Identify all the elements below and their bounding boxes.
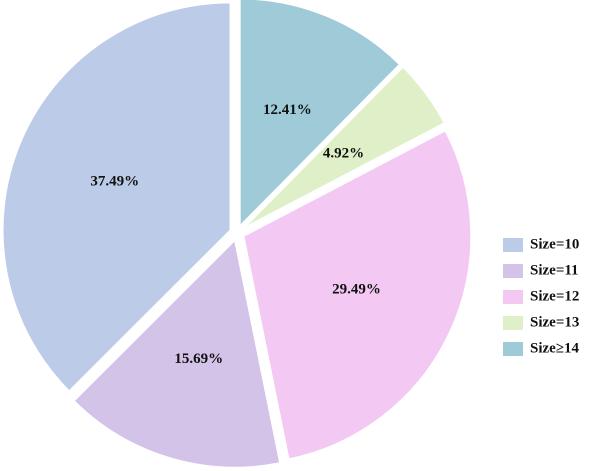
legend-label: Size=12: [530, 288, 579, 304]
value-label: 29.49%: [332, 281, 381, 297]
legend-label: Size=10: [530, 236, 579, 252]
pie-slice: [241, 65, 447, 230]
pie-slice: [242, 128, 473, 461]
legend-swatch: [503, 264, 523, 278]
value-label: 12.41%: [263, 102, 312, 118]
value-label: 15.69%: [174, 351, 223, 367]
legend-swatch: [503, 342, 523, 356]
legend-label: Size≥14: [530, 340, 580, 356]
legend-swatch: [503, 316, 523, 330]
pie-slice: [238, 0, 402, 229]
legend-label: Size=13: [530, 314, 579, 330]
legend-label: Size=11: [530, 262, 579, 278]
pie-slice: [72, 237, 282, 469]
pie-slice: [1, 1, 232, 393]
legend-swatch: [503, 238, 523, 252]
legend-swatch: [503, 290, 523, 304]
value-label: 37.49%: [90, 174, 139, 190]
value-label: 4.92%: [323, 146, 364, 162]
